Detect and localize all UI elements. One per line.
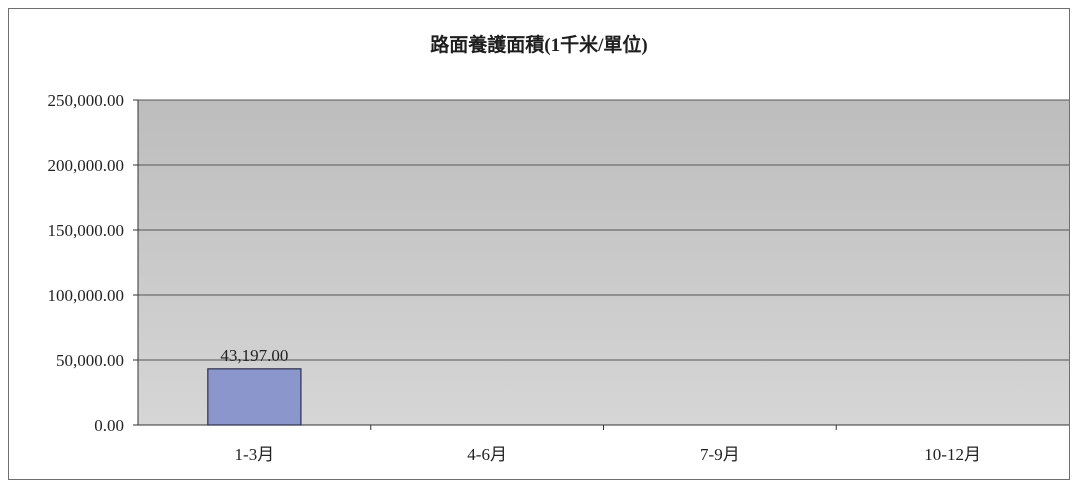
- y-tick-label: 0.00: [94, 416, 124, 435]
- y-tick-label: 150,000.00: [48, 221, 125, 240]
- x-tick-label: 10-12月: [924, 445, 981, 464]
- y-tick-label: 250,000.00: [48, 91, 125, 110]
- y-tick-label: 50,000.00: [56, 351, 124, 370]
- x-tick-label: 4-6月: [467, 445, 507, 464]
- y-tick-label: 200,000.00: [48, 156, 125, 175]
- chart-title: 路面養護面積(1千米/單位): [430, 35, 648, 56]
- y-tick-label: 100,000.00: [48, 286, 125, 305]
- x-tick-label: 7-9月: [700, 445, 740, 464]
- data-label: 43,197.00: [220, 346, 288, 365]
- bar: [207, 368, 302, 426]
- x-tick-label: 1-3月: [235, 445, 275, 464]
